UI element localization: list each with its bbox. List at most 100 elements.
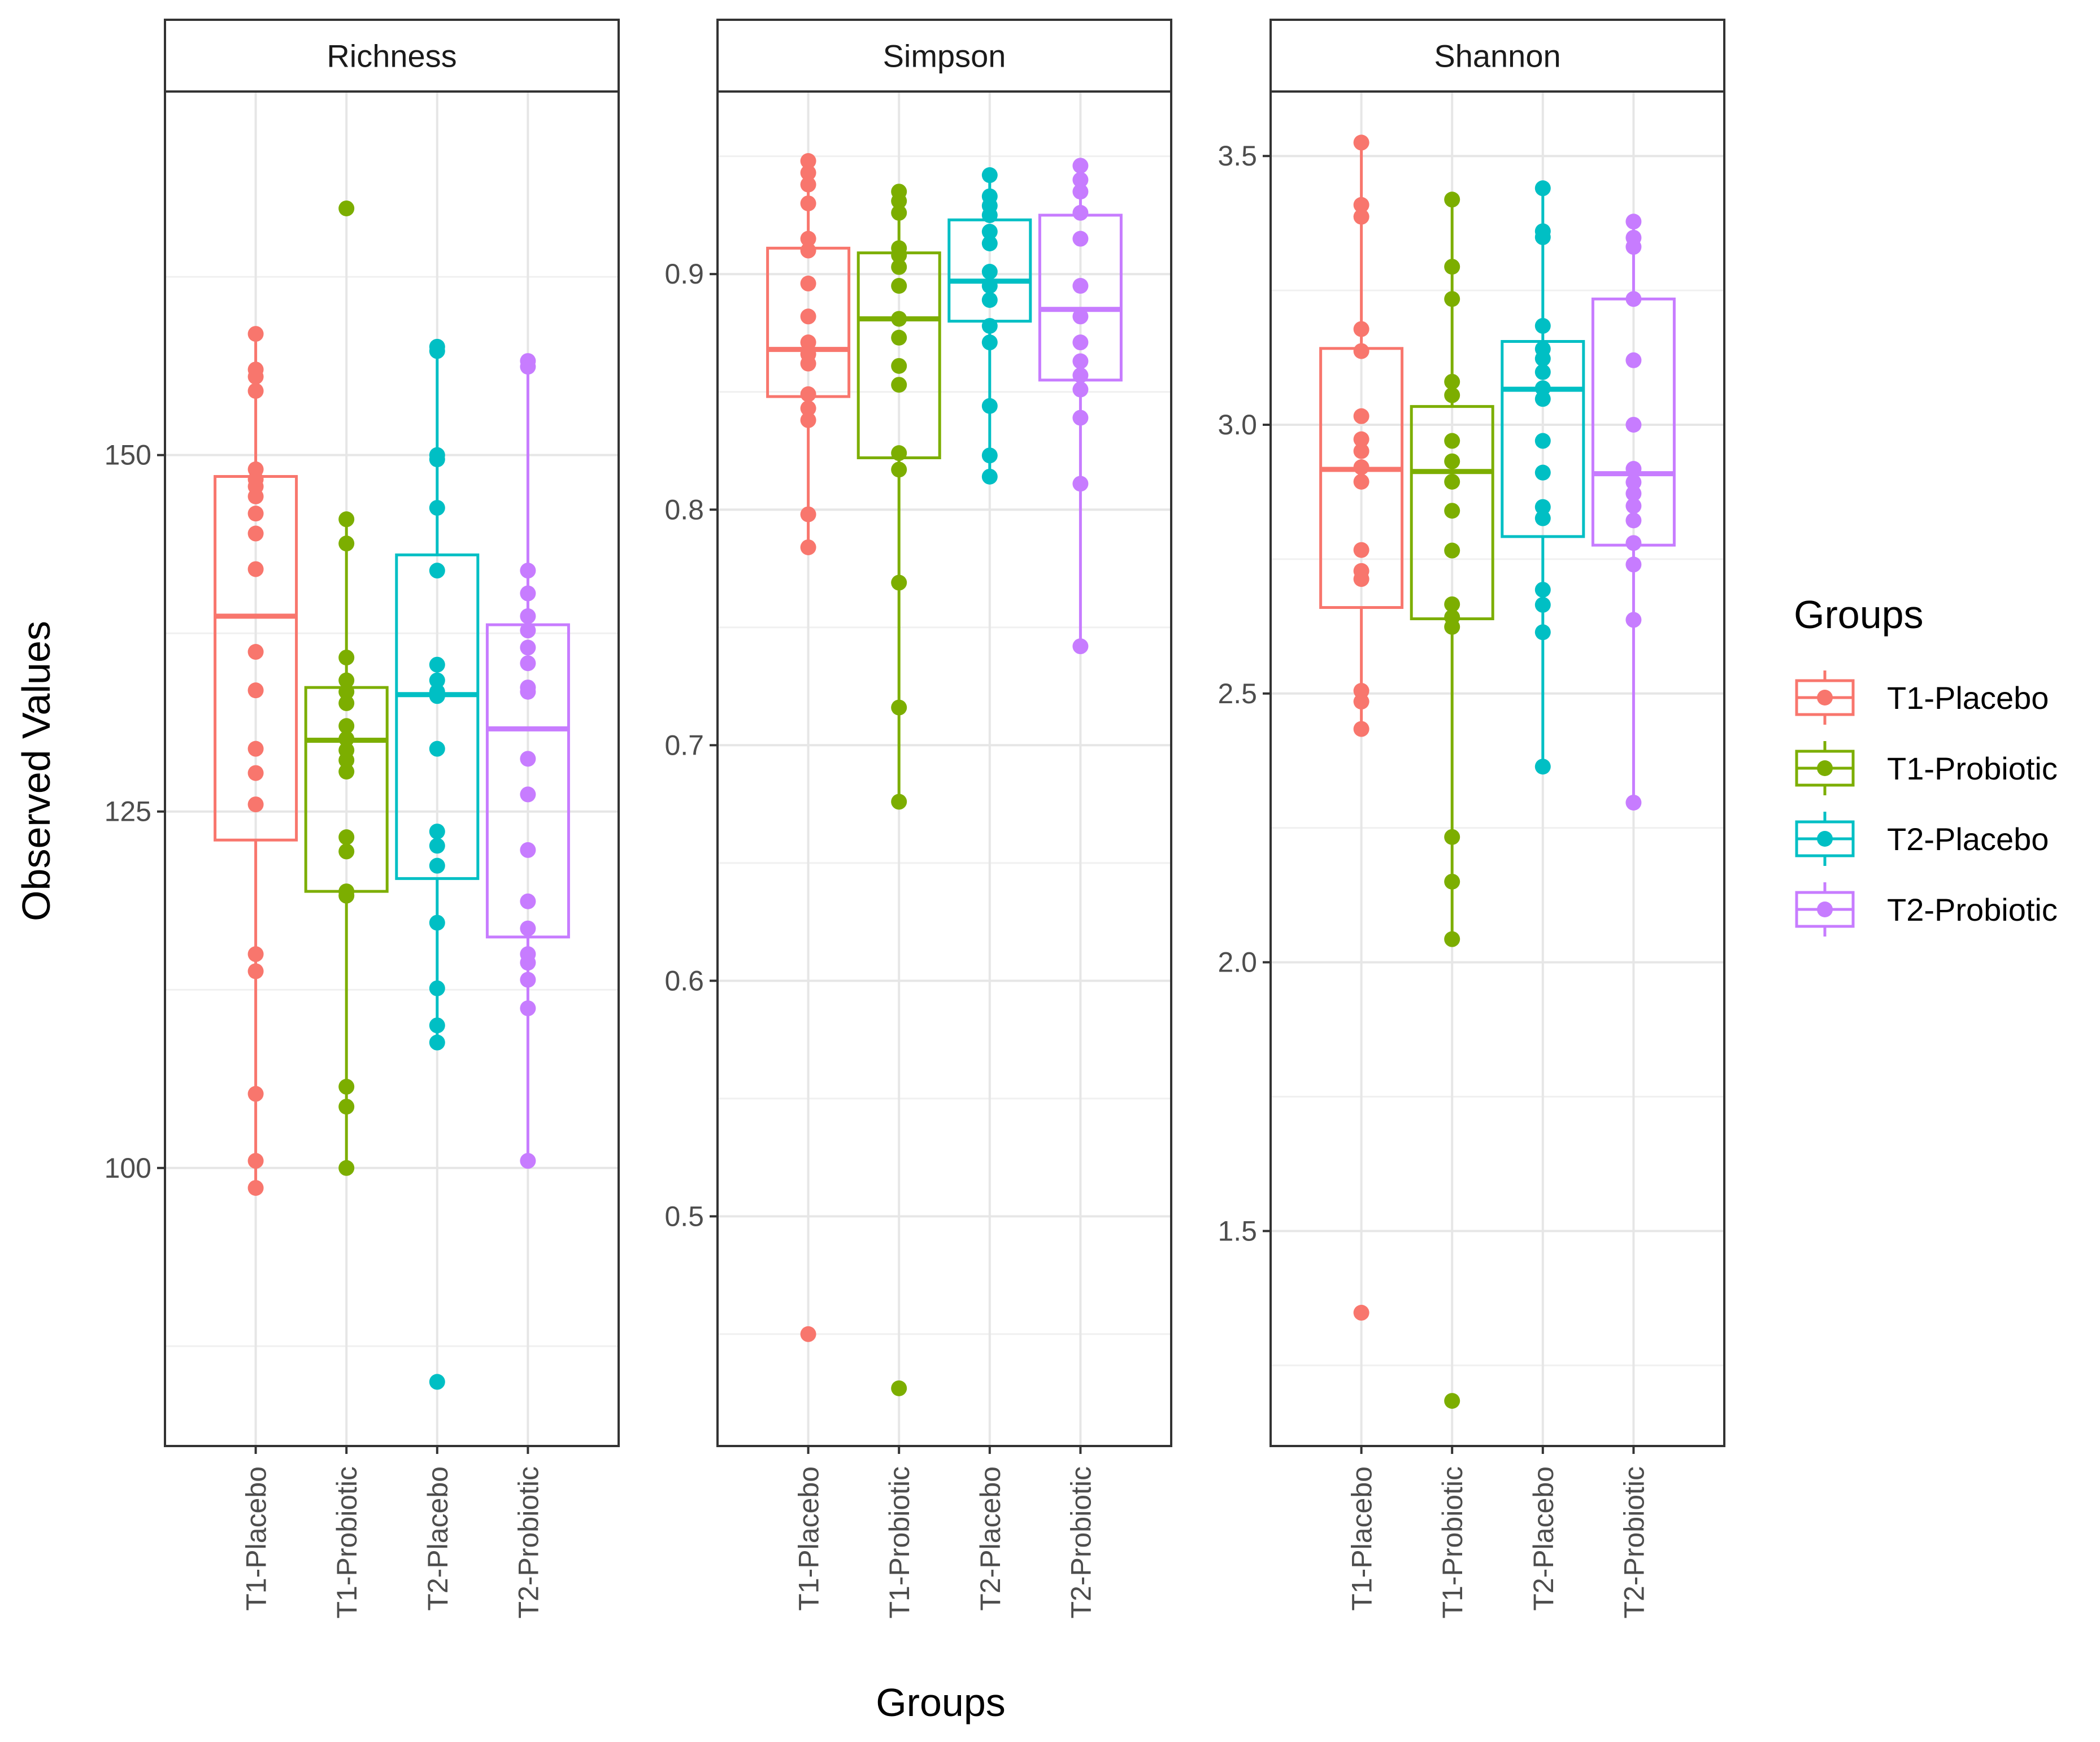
data-point [1625,461,1642,477]
data-point [338,764,355,780]
data-point [520,920,536,937]
legend-key [1795,812,1855,866]
data-point [891,204,907,221]
data-point [1444,433,1460,449]
data-point [429,500,445,516]
data-point [1625,556,1642,573]
data-point [520,680,536,696]
data-point [1353,563,1369,579]
data-point [247,796,264,813]
data-point [800,386,816,402]
legend-key [1795,670,1855,725]
data-point [891,1380,907,1396]
data-point [1625,229,1642,246]
y-tick-label: 150 [105,439,151,471]
y-tick-label: 0.5 [664,1200,704,1232]
data-point [891,329,907,346]
data-point [981,398,998,414]
x-tick-label: T2-Placebo [422,1466,454,1611]
data-point [429,857,445,874]
x-tick-label: T2-Probiotic [1065,1466,1097,1619]
data-point [800,346,816,363]
data-point [1444,453,1460,469]
data-point [1444,191,1460,208]
data-point [338,650,355,666]
data-point [429,914,445,931]
data-point [247,1180,264,1196]
data-point [1444,1393,1460,1409]
strip-background [716,19,1172,93]
data-point [891,358,907,374]
data-point [520,639,536,656]
data-point [1444,829,1460,845]
y-tick-label: 125 [105,796,151,828]
data-point [800,242,816,259]
plot-border [164,90,620,1447]
data-point [1353,542,1369,558]
data-point [429,824,445,840]
data-point [520,563,536,579]
y-tick-label: 3.0 [1218,409,1257,441]
data-point [338,1160,355,1176]
legend-key-point [1817,760,1833,776]
data-point [1625,485,1642,502]
data-point [520,1153,536,1169]
x-tick-label: T1-Placebo [793,1466,825,1611]
data-point [247,561,264,577]
box-iqr [395,553,480,880]
data-point [247,644,264,660]
point-layer [1353,134,1642,1409]
data-point [429,656,445,673]
data-point [1625,498,1642,514]
data-point [981,317,998,334]
data-point [891,259,907,275]
data-point [520,751,536,767]
data-point [429,447,445,463]
data-point [1353,197,1369,213]
data-point [1353,443,1369,459]
data-point [429,683,445,700]
legend-key [1795,741,1855,795]
data-point [1625,291,1642,307]
y-axis-ticks: 0.5 0.6 0.7 0.8 0.9 [664,258,718,1232]
legend-keys [1795,670,1855,937]
data-point [247,1086,264,1102]
y-tick-label: 3.5 [1218,140,1257,172]
data-point [520,608,536,624]
data-point [1072,230,1089,247]
data-point [891,574,907,591]
data-point [800,334,816,351]
data-point [1534,433,1551,449]
data-point [1444,609,1460,625]
y-tick-label: 0.8 [664,494,704,525]
strip-background [164,19,620,93]
data-point [1534,759,1551,775]
data-point [520,972,536,988]
panel-richness: Richness 100 125 150 T1-Placebo T1-Probi… [105,19,620,1619]
data-point [429,672,445,689]
data-point [338,883,355,900]
data-point [1072,381,1089,398]
data-point [981,292,998,308]
data-point [1444,387,1460,403]
x-axis-title: Groups [876,1680,1006,1724]
data-point [1625,214,1642,230]
data-point [1625,474,1642,490]
data-point [520,655,536,672]
data-point [1353,1305,1369,1321]
plot-border [716,90,1172,1447]
y-tick-label: 0.9 [664,258,704,290]
data-point [981,235,998,251]
plot-background [165,92,619,1446]
data-point [981,224,998,240]
x-axis-ticks: T1-Placebo T1-Probiotic T2-Placebo T2-Pr… [1346,1446,1650,1619]
data-point [800,1326,816,1342]
data-point [338,535,355,552]
data-point [1353,408,1369,424]
data-point [1625,794,1642,811]
data-point [1072,476,1089,492]
data-point [1072,204,1089,221]
data-point [891,278,907,294]
data-point [1444,596,1460,612]
data-point [1444,873,1460,890]
